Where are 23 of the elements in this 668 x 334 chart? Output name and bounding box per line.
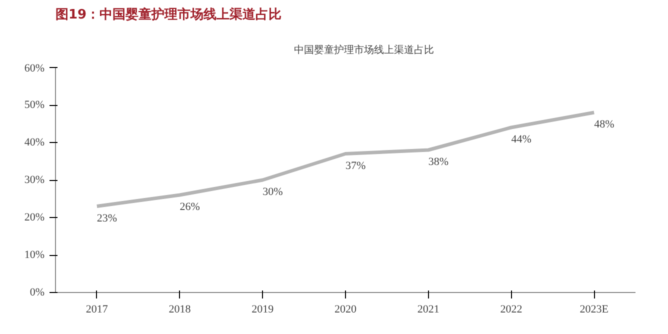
data-label: 48% (594, 118, 614, 130)
x-tick-label: 2017 (86, 304, 108, 316)
x-tick-label: 2022 (500, 304, 522, 316)
text: 中国婴童护理市场线上渠道占比 (294, 44, 434, 57)
data-label: 44% (511, 134, 532, 146)
y-tick-label: 10% (24, 249, 45, 261)
data-label: 37% (346, 160, 366, 172)
y-tick-label: 0% (30, 286, 45, 298)
chart-title: 图19：中国婴童护理市场线上渠道占比 (56, 6, 282, 22)
x-tick-label: 2018 (168, 304, 192, 316)
y-tick-label: 20% (24, 212, 45, 224)
data-label: 23% (96, 212, 118, 224)
y-tick-label: 40% (24, 136, 45, 148)
data-label: 26% (180, 201, 200, 213)
x-tick-label: 2020 (334, 304, 357, 316)
y-tick-label: 50% (24, 99, 45, 111)
data-label: 30% (262, 186, 283, 198)
x-tick-label: 2023E (580, 304, 609, 316)
y-tick-label: 60% (24, 62, 45, 74)
data-label: 38% (428, 156, 449, 168)
x-tick-label: 2021 (417, 304, 440, 316)
x-tick-label: 2019 (252, 304, 274, 316)
y-tick-label: 30% (24, 174, 45, 186)
